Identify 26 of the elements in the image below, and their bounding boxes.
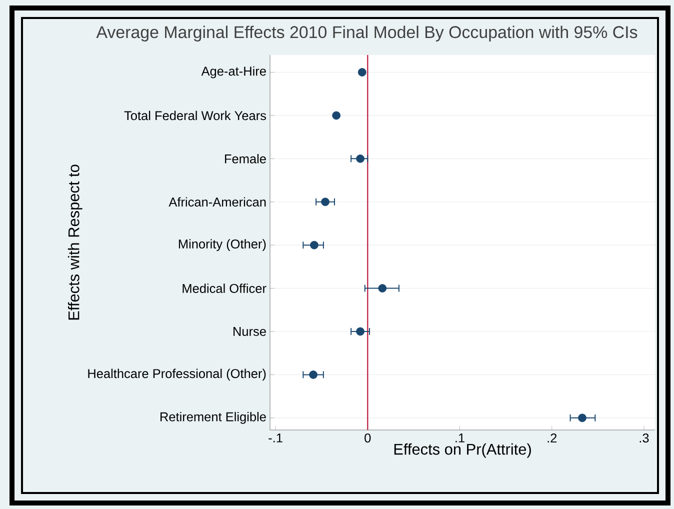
x-tick-label: -.1 xyxy=(268,434,282,442)
x-tick-label: .3 xyxy=(640,434,649,443)
point xyxy=(578,414,586,422)
x-tick-label: .1 xyxy=(456,434,464,442)
x-tick-label: .2 xyxy=(548,434,557,442)
y-tick-label: African-American xyxy=(168,197,266,207)
point xyxy=(358,68,366,76)
y-tick-label: Retirement Eligible xyxy=(160,412,266,424)
point xyxy=(310,240,318,250)
y-tick-label: Nurse xyxy=(234,327,266,336)
point xyxy=(309,370,318,379)
point xyxy=(356,154,364,163)
y-tick-label: Minority (Other) xyxy=(178,239,266,252)
point xyxy=(356,327,364,336)
point xyxy=(321,198,330,206)
x-axis-title: Effects on Pr(Attrite) xyxy=(394,443,531,458)
y-tick-label: Female xyxy=(225,154,266,164)
point xyxy=(378,284,387,292)
point xyxy=(332,111,341,120)
x-tick-label: 0 xyxy=(364,434,371,443)
y-tick-label: Medical Officer xyxy=(182,284,266,293)
y-axis-title: Effects with Respect to xyxy=(68,164,82,320)
y-tick-label: Age-at-Hire xyxy=(201,66,266,78)
y-tick-label: Healthcare Professional (Other) xyxy=(88,368,266,381)
chart-title: Average Marginal Effects 2010 Final Model By Occupation with 95% CIs xyxy=(96,26,638,42)
y-tick-label: Total Federal Work Years xyxy=(124,110,266,120)
